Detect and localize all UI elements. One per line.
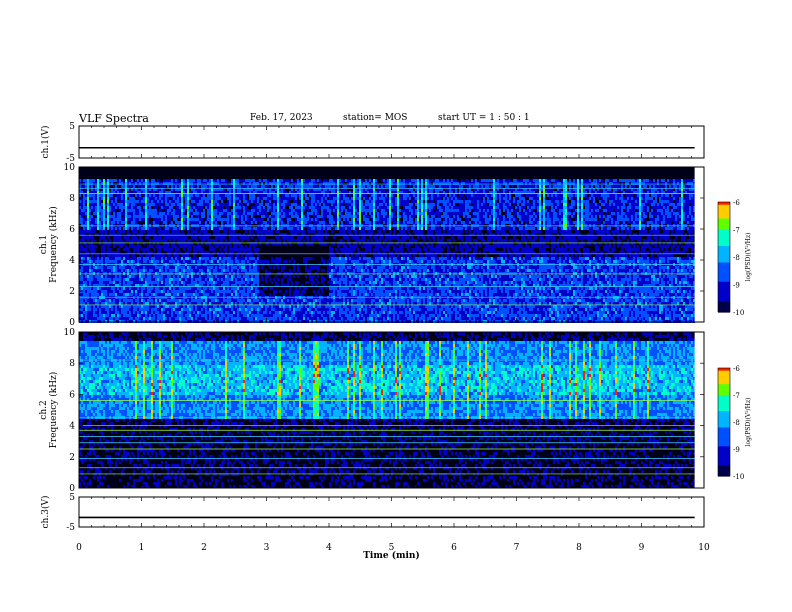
ch2-spectrogram	[79, 332, 704, 488]
y-tick-label: 4	[69, 256, 75, 266]
x-tick-label: 5	[389, 543, 395, 553]
colorbar-tick-label: -8	[733, 419, 740, 427]
y-axis-label: ch.2	[39, 400, 49, 419]
colorbar-label: log(PSD)(V²/Hz)	[745, 233, 752, 282]
colorbar-tick-label: -8	[733, 254, 740, 262]
x-tick-label: 3	[264, 543, 270, 553]
y-tick-label: 10	[64, 328, 76, 338]
x-tick-label: 4	[326, 543, 332, 553]
x-axis-label: Time (min)	[363, 550, 420, 561]
y-axis-label: ch.1(V)	[40, 126, 51, 159]
colorbar-tick-label: -10	[733, 309, 744, 317]
y-tick-label: -5	[66, 154, 75, 164]
panel-frame	[78, 125, 705, 159]
colorbar-tick-label: -7	[733, 392, 740, 400]
colorbar-tick-label: -6	[733, 365, 740, 373]
colorbar-tick-label: -6	[733, 199, 740, 207]
y-tick-label: 2	[69, 453, 75, 463]
y-axis-label: ch.1	[39, 235, 49, 254]
y-tick-label: 4	[69, 422, 75, 432]
y-tick-label: 10	[64, 163, 76, 173]
x-tick-label: 1	[139, 543, 145, 553]
y-tick-label: 5	[69, 493, 75, 503]
x-tick-label: 9	[639, 543, 645, 553]
date-label: Feb. 17, 2023	[250, 113, 313, 123]
x-tick-label: 2	[201, 543, 207, 553]
y-tick-label: 5	[69, 122, 75, 132]
x-tick-label: 8	[576, 543, 582, 553]
ch1-spectrogram	[79, 167, 704, 323]
y-axis-label: Frequency (kHz)	[48, 372, 59, 449]
panel-frame	[78, 496, 705, 528]
y-tick-label: 8	[69, 359, 75, 369]
y-tick-label: -5	[66, 523, 75, 533]
colorbar-tick-label: -9	[733, 446, 740, 454]
station-label: station= MOS	[343, 113, 407, 123]
colorbar-label: log(PSD)(V²/Hz)	[745, 398, 752, 447]
y-tick-label: 0	[69, 318, 75, 328]
start-time-label: start UT = 1 : 50 : 1	[438, 113, 530, 123]
x-tick-label: 7	[514, 543, 520, 553]
y-tick-label: 2	[69, 287, 75, 297]
colorbar-tick-label: -7	[733, 227, 740, 235]
y-axis-label: ch.3(V)	[40, 496, 51, 529]
y-tick-label: 8	[69, 194, 75, 204]
y-tick-label: 6	[69, 390, 75, 400]
colorbar-tick-label: -9	[733, 282, 740, 290]
y-axis-label: Frequency (kHz)	[48, 206, 59, 283]
x-tick-label: 6	[451, 543, 457, 553]
y-tick-label: 6	[69, 225, 75, 235]
x-tick-label: 0	[76, 543, 82, 553]
x-tick-label: 10	[698, 543, 710, 553]
colorbar	[717, 201, 731, 313]
colorbar-tick-label: -10	[733, 473, 744, 481]
colorbar	[717, 367, 731, 477]
chart-title: VLF Spectra	[79, 112, 149, 125]
y-tick-label: 0	[69, 484, 75, 494]
